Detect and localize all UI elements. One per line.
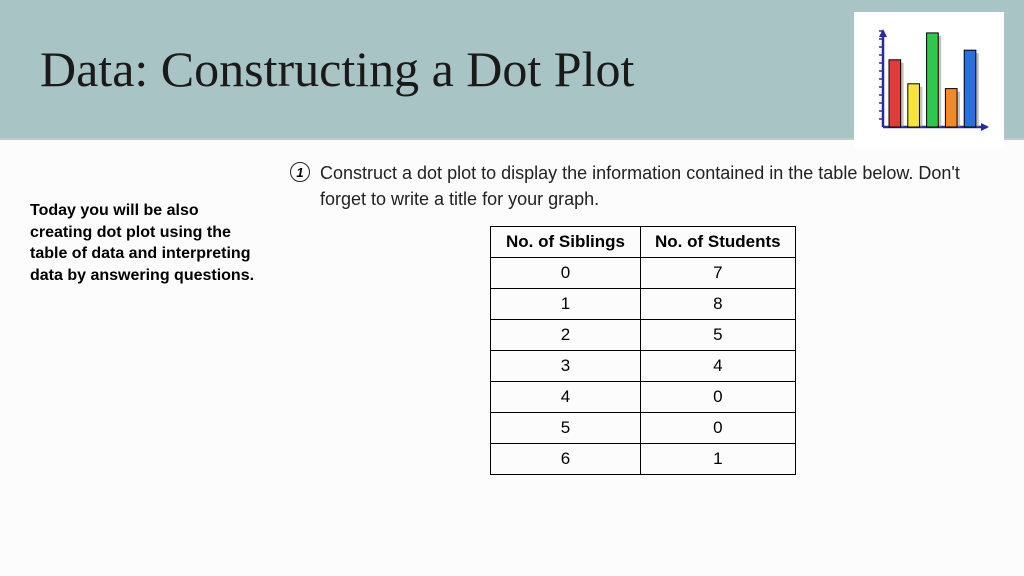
table-cell: 1 [641,444,796,475]
table-header: No. of Siblings [491,227,641,258]
table-row: 34 [491,351,796,382]
content-area: Today you will be also creating dot plot… [0,140,1024,495]
bar-chart-icon [854,12,1004,148]
table-row: 07 [491,258,796,289]
table-cell: 0 [641,413,796,444]
table-cell: 4 [491,382,641,413]
main-content: 1 Construct a dot plot to display the in… [280,160,994,475]
question-block: 1 Construct a dot plot to display the in… [290,160,994,212]
siblings-table: No. of SiblingsNo. of Students 071825344… [490,226,796,475]
intro-text: Today you will be also creating dot plot… [30,200,260,286]
table-header: No. of Students [641,227,796,258]
table-row: 50 [491,413,796,444]
header-banner: Data: Constructing a Dot Plot [0,0,1024,140]
table-cell: 1 [491,289,641,320]
table-cell: 6 [491,444,641,475]
page-title: Data: Constructing a Dot Plot [40,40,634,98]
table-row: 40 [491,382,796,413]
table-row: 25 [491,320,796,351]
table-cell: 3 [491,351,641,382]
table-cell: 7 [641,258,796,289]
question-text: Construct a dot plot to display the info… [320,160,994,212]
question-number: 1 [290,162,310,182]
table-cell: 5 [641,320,796,351]
table-cell: 4 [641,351,796,382]
sidebar: Today you will be also creating dot plot… [30,160,280,475]
table-cell: 5 [491,413,641,444]
table-cell: 2 [491,320,641,351]
table-row: 18 [491,289,796,320]
table-cell: 0 [491,258,641,289]
table-cell: 8 [641,289,796,320]
table-cell: 0 [641,382,796,413]
table-row: 61 [491,444,796,475]
